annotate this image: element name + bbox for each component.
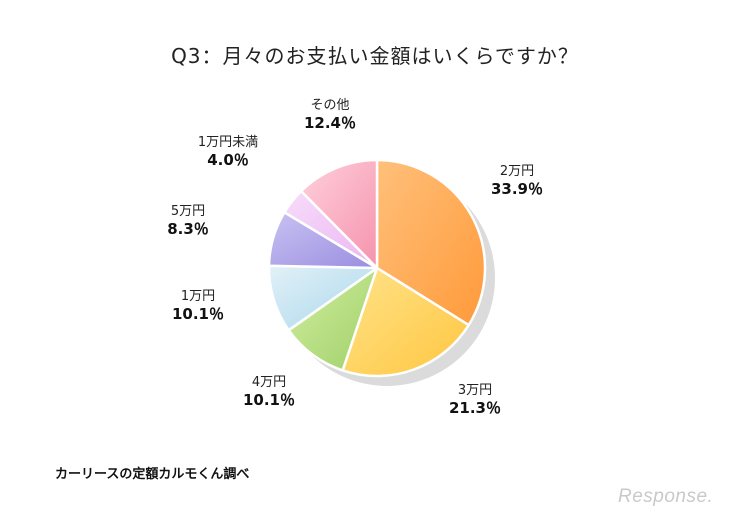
slice-label-sonota: その他 12.4％ — [275, 98, 385, 133]
slice-value-label: 12.4％ — [303, 114, 356, 133]
slice-value-label: 10.1％ — [242, 391, 295, 410]
slice-label-3man: 3万円 21.3％ — [420, 383, 530, 418]
slice-category-label: 4万円 — [251, 375, 287, 390]
chart-title: Q3：月々のお支払い金額はいくらですか？ — [171, 44, 579, 68]
slice-category-label: 3万円 — [457, 383, 493, 398]
response-watermark-logo: Response. — [618, 486, 714, 507]
slice-value-label: 33.9％ — [490, 180, 543, 199]
slice-label-2man: 2万円 33.9％ — [462, 164, 572, 199]
slice-label-1man: 1万円 10.1％ — [143, 289, 253, 324]
slice-category-label: 1万円 — [180, 289, 216, 304]
slice-category-label: 5万円 — [170, 204, 206, 219]
slice-label-1man-miman: 1万円未満 4.0％ — [173, 135, 283, 170]
slice-value-label: 10.1％ — [171, 305, 224, 324]
pie-slice — [299, 158, 379, 270]
slice-label-4man: 4万円 10.1％ — [214, 375, 324, 410]
slice-category-label: その他 — [310, 98, 350, 113]
slice-label-5man: 5万円 8.3％ — [133, 204, 243, 239]
source-note: カーリースの定額カルモくん調べ — [55, 467, 250, 482]
slice-value-label: 4.0％ — [207, 151, 249, 170]
slice-value-label: 21.3％ — [448, 399, 501, 418]
pie-slice — [341, 266, 470, 378]
slice-value-label: 8.3％ — [167, 220, 209, 239]
slice-category-label: 1万円未満 — [197, 135, 259, 150]
slice-category-label: 2万円 — [499, 164, 535, 179]
